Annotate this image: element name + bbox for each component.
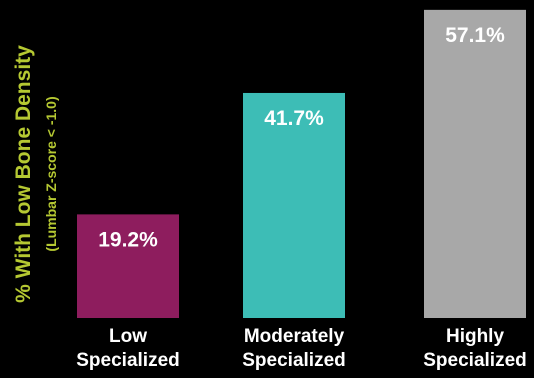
bar-value-label-1: 19.2% bbox=[98, 228, 158, 251]
category-labels-layer: Low Specialized Moderately Specialized Highl… bbox=[76, 326, 527, 371]
category-label-2-line-1: Moderately bbox=[244, 326, 345, 347]
bar-2 bbox=[243, 92, 345, 318]
category-label-3-line-1: Highly bbox=[446, 326, 504, 347]
category-label-1-line-2: Specialized bbox=[76, 350, 180, 371]
bar-1 bbox=[77, 214, 179, 318]
bars-layer bbox=[77, 9, 526, 318]
category-label-2-line-2: Specialized bbox=[242, 350, 346, 371]
bar-3 bbox=[424, 9, 526, 318]
y-axis-sublabel: (Lumbar Z-score < -1.0) bbox=[43, 96, 59, 251]
category-label-3-line-2: Specialized bbox=[423, 350, 527, 371]
bar-value-label-3: 57.1% bbox=[445, 24, 505, 47]
category-label-1-line-1: Low bbox=[109, 326, 147, 347]
value-labels-layer: 19.2% 41.7% 57.1% bbox=[98, 24, 505, 252]
bar-value-label-2: 41.7% bbox=[264, 107, 324, 130]
y-axis-label: % With Low Bone Density bbox=[12, 45, 35, 303]
